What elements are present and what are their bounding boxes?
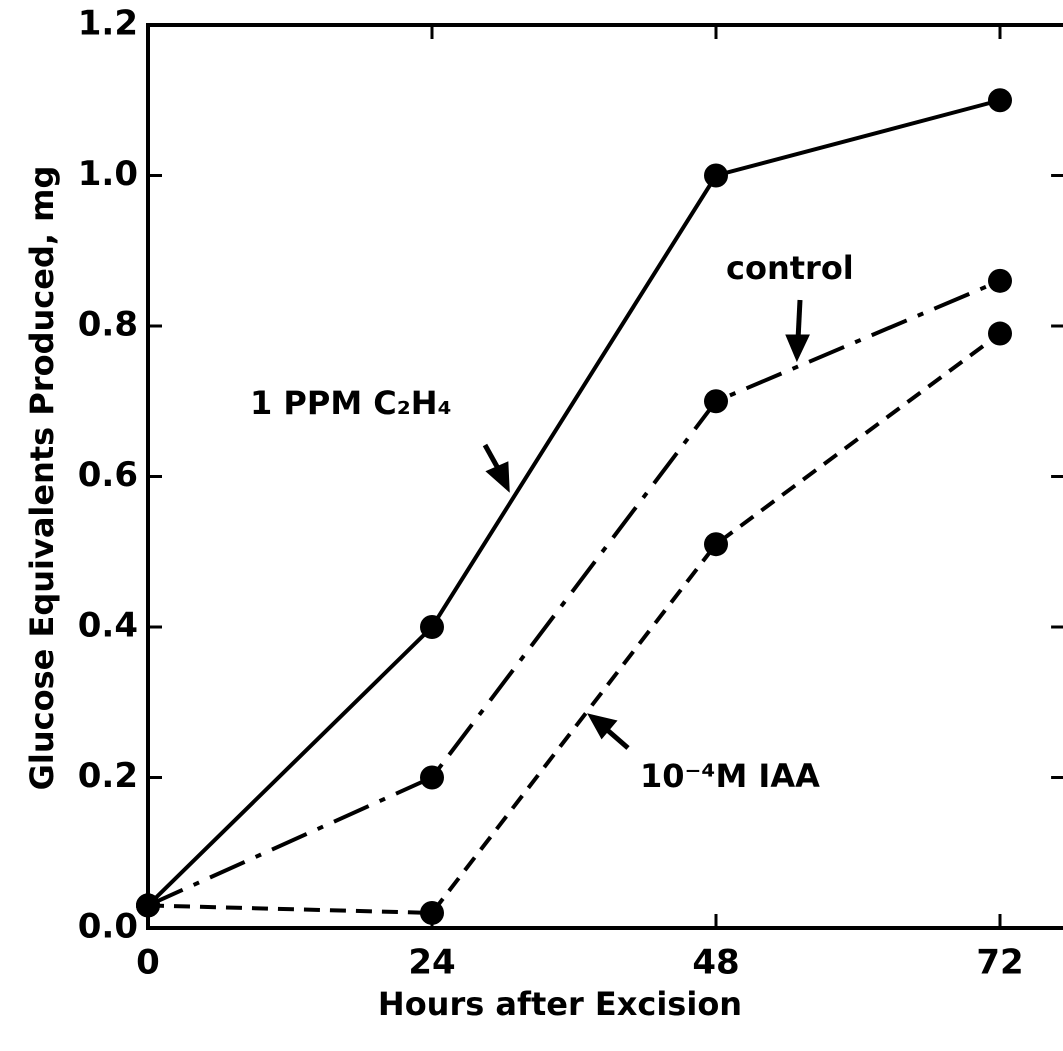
- data-point: [136, 893, 160, 918]
- arrowhead: [485, 461, 510, 493]
- x-axis-label: Hours after Excision: [378, 985, 742, 1023]
- series-line: [147, 279, 1001, 908]
- data-point: [704, 532, 728, 557]
- y-tick-label: 0.0: [78, 907, 138, 947]
- arrow: [795, 299, 803, 341]
- data-point: [704, 163, 728, 188]
- series-line: [146, 98, 1001, 907]
- data-point: [420, 615, 444, 639]
- arrowhead: [785, 334, 810, 363]
- x-tick-label: 0: [136, 943, 160, 983]
- y-axis-label: Glucose Equivalents Produced, mg: [23, 166, 61, 791]
- data-point: [420, 900, 444, 925]
- y-tick-label: 0.8: [78, 305, 138, 345]
- data-point: [988, 88, 1012, 113]
- y-tick-label: 1.0: [78, 154, 138, 194]
- data-point: [988, 321, 1012, 346]
- y-tick-label: 0.4: [78, 606, 138, 646]
- arrowhead: [587, 713, 618, 740]
- x-tick-label: 24: [408, 943, 455, 983]
- data-point: [988, 268, 1012, 293]
- series-label: control: [726, 249, 854, 287]
- data-point: [704, 389, 728, 414]
- plot-frame: [146, 23, 1063, 930]
- series-line: [147, 331, 1002, 915]
- arrow: [603, 726, 630, 750]
- y-tick-label: 0.6: [78, 455, 138, 495]
- data-point: [420, 765, 444, 790]
- x-tick-label: 72: [976, 943, 1023, 983]
- series-label: 10⁻⁴M IAA: [640, 757, 820, 795]
- arrows: [482, 299, 810, 750]
- y-tick-label: 1.2: [78, 4, 138, 44]
- y-tick-label: 0.2: [78, 756, 138, 796]
- x-tick-label: 48: [692, 943, 739, 983]
- series-label: 1 PPM C₂H₄: [250, 384, 452, 422]
